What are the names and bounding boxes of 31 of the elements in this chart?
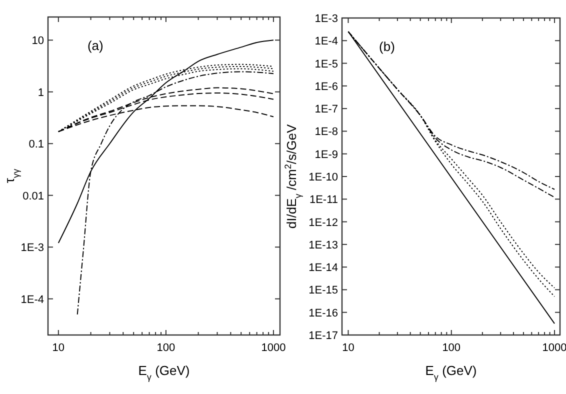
y-tick-label: 1E-3 [20,242,44,254]
y-tick-label: 1E-16 [308,307,338,320]
y-tick-label: 1E-3 [314,13,338,25]
y-tick-label: 1E-6 [314,80,338,93]
y-tick-label: 0.1 [28,138,44,151]
y-tick-label: 1E-12 [308,216,338,229]
x-tick-label: 100 [156,342,176,354]
x-tick-label: 1000 [261,342,286,354]
y-tick-label: 10 [32,35,44,48]
y-tick-label: 1E-4 [314,36,338,48]
x-tick-label: 10 [342,342,354,354]
y-tick-label: 1E-15 [308,284,338,297]
x-tick-label: 10 [52,342,65,354]
y-tick-label: 0.01 [22,190,44,202]
text: (b) [379,39,395,54]
y-tick-label: 1E-8 [314,126,338,138]
y-tick-label: 1E-11 [309,194,338,206]
text: (a) [87,38,104,53]
x-tick-label: 1000 [542,342,566,354]
x-axis-title: E$_{γ}$ (GeV) [138,363,190,382]
y-tick-label: 1E-5 [314,58,338,70]
x-tick-label: 100 [442,342,461,354]
x-axis-title: E$_{γ}$ (GeV) [425,363,477,382]
y-tick-label: 1E-7 [314,104,338,116]
y-tick-label: 1E-4 [20,294,44,306]
y-tick-label: 1E-13 [308,239,338,252]
y-tick-label: 1E-17 [308,330,338,342]
y-tick-label: 1 [38,86,44,99]
y-tick-label: 1E-9 [314,148,338,161]
y-tick-label: 1E-14 [308,262,338,274]
y-tick-label: 1E-10 [308,172,338,184]
